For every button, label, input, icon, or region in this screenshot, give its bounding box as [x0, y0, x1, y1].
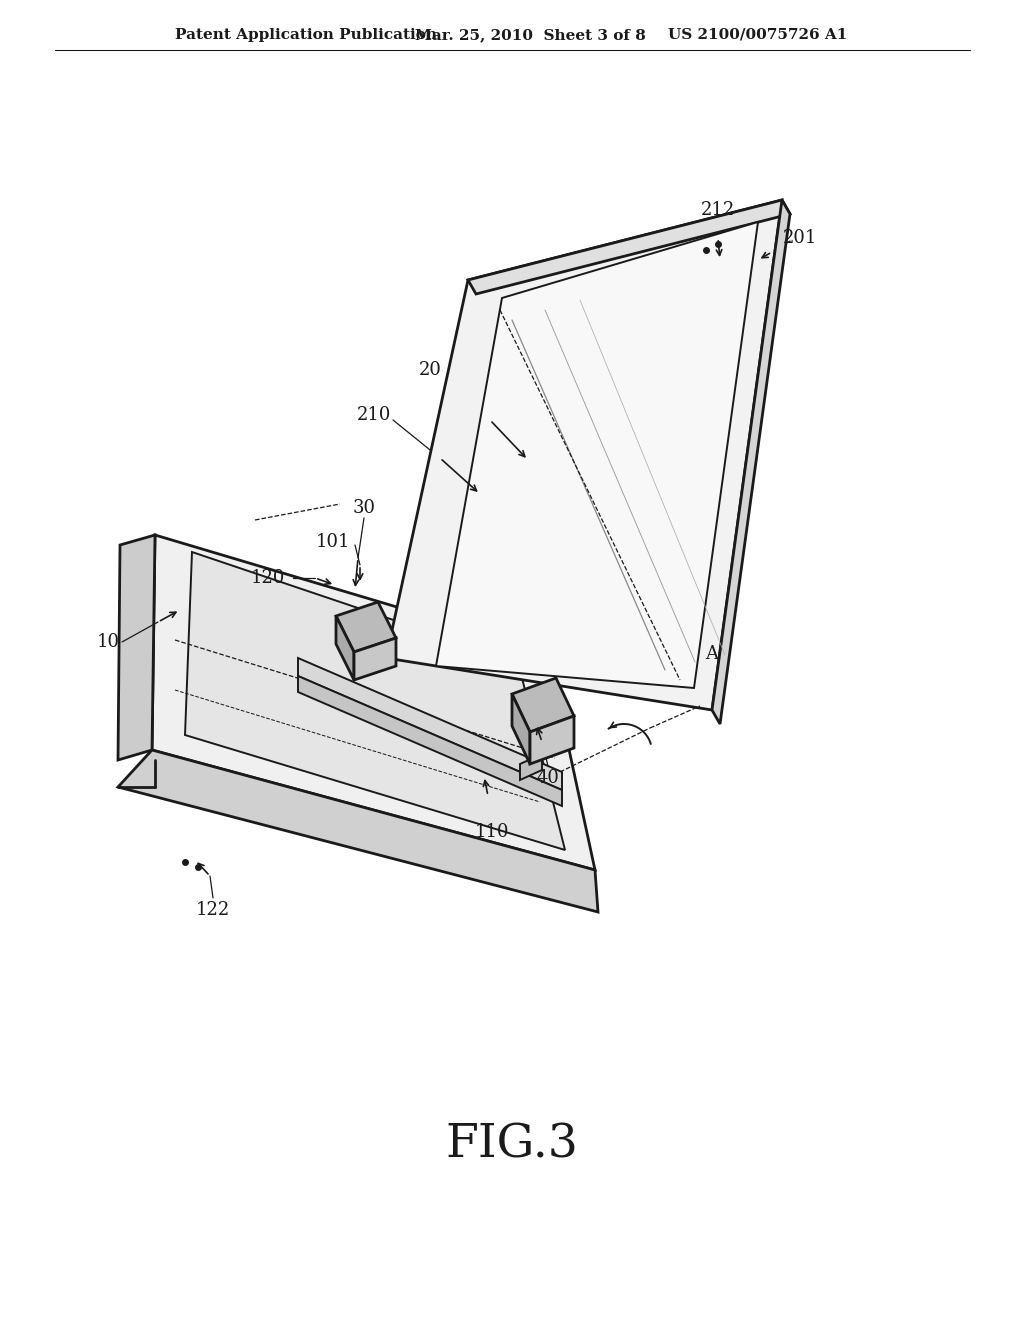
- Polygon shape: [152, 535, 595, 870]
- Text: Mar. 25, 2010  Sheet 3 of 8: Mar. 25, 2010 Sheet 3 of 8: [415, 28, 646, 42]
- Polygon shape: [386, 201, 782, 710]
- Polygon shape: [336, 616, 354, 680]
- Text: US 2100/0075726 A1: US 2100/0075726 A1: [668, 28, 848, 42]
- Polygon shape: [530, 715, 574, 764]
- Polygon shape: [436, 222, 758, 688]
- Text: 122: 122: [196, 902, 230, 919]
- Text: 20: 20: [419, 360, 441, 379]
- Text: FIG.3: FIG.3: [445, 1122, 579, 1168]
- Polygon shape: [185, 552, 565, 850]
- Polygon shape: [298, 676, 562, 807]
- Text: 40: 40: [537, 770, 559, 787]
- Polygon shape: [520, 754, 542, 780]
- Text: 201: 201: [782, 228, 817, 247]
- Polygon shape: [118, 750, 598, 912]
- Text: 101: 101: [315, 533, 350, 550]
- Polygon shape: [336, 602, 396, 652]
- Text: Patent Application Publication: Patent Application Publication: [175, 28, 437, 42]
- Polygon shape: [512, 694, 530, 764]
- Text: 10: 10: [96, 634, 120, 651]
- Polygon shape: [712, 201, 790, 723]
- Text: 210: 210: [356, 407, 391, 424]
- Text: 30: 30: [352, 499, 376, 517]
- Polygon shape: [512, 678, 574, 733]
- Polygon shape: [298, 657, 562, 789]
- Text: A: A: [706, 645, 719, 663]
- Text: 110: 110: [475, 822, 509, 841]
- Text: 212: 212: [700, 201, 735, 219]
- Polygon shape: [118, 535, 155, 760]
- Polygon shape: [468, 201, 790, 294]
- Polygon shape: [354, 638, 396, 680]
- Text: 120: 120: [251, 569, 286, 587]
